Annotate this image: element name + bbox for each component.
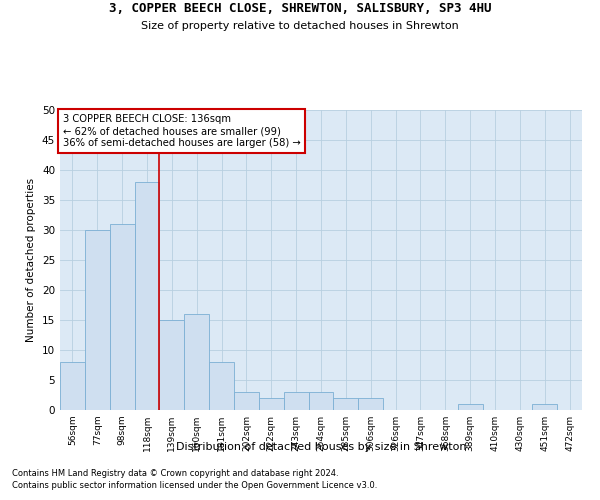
Bar	[85, 230, 110, 410]
Bar	[358, 398, 383, 410]
Text: Size of property relative to detached houses in Shrewton: Size of property relative to detached ho…	[141, 21, 459, 31]
Bar	[209, 362, 234, 410]
Bar	[259, 398, 284, 410]
Bar	[184, 314, 209, 410]
Bar	[532, 404, 557, 410]
Bar	[160, 320, 184, 410]
Text: Contains HM Land Registry data © Crown copyright and database right 2024.: Contains HM Land Registry data © Crown c…	[12, 468, 338, 477]
Bar	[284, 392, 308, 410]
Bar	[308, 392, 334, 410]
Bar	[60, 362, 85, 410]
Text: 3 COPPER BEECH CLOSE: 136sqm
← 62% of detached houses are smaller (99)
36% of se: 3 COPPER BEECH CLOSE: 136sqm ← 62% of de…	[62, 114, 301, 148]
Bar	[334, 398, 358, 410]
Bar	[110, 224, 134, 410]
Text: 3, COPPER BEECH CLOSE, SHREWTON, SALISBURY, SP3 4HU: 3, COPPER BEECH CLOSE, SHREWTON, SALISBU…	[109, 2, 491, 16]
Text: Distribution of detached houses by size in Shrewton: Distribution of detached houses by size …	[176, 442, 466, 452]
Bar	[458, 404, 482, 410]
Bar	[234, 392, 259, 410]
Text: Contains public sector information licensed under the Open Government Licence v3: Contains public sector information licen…	[12, 481, 377, 490]
Bar	[134, 182, 160, 410]
Y-axis label: Number of detached properties: Number of detached properties	[26, 178, 37, 342]
